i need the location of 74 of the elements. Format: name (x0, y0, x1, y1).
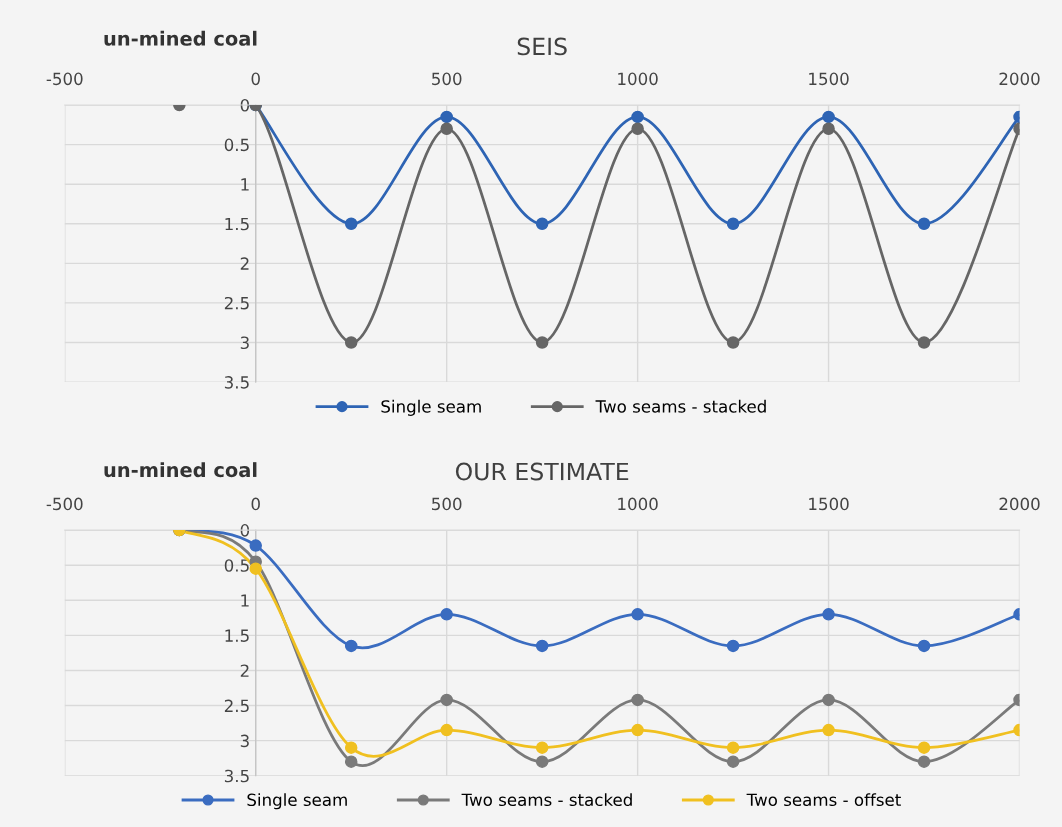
point (440, 608, 453, 621)
point (631, 608, 644, 621)
point (917, 741, 931, 754)
point (822, 723, 835, 737)
point (249, 562, 262, 575)
x-tick-label: 2000 (999, 72, 1040, 86)
point (631, 693, 644, 707)
point (822, 693, 835, 707)
x-tick-label: 1000 (618, 72, 658, 86)
point (344, 639, 358, 653)
point (631, 122, 644, 136)
y-tick-label: 3 (240, 336, 249, 350)
point (535, 217, 549, 231)
legend-label: Two seams - stacked (595, 399, 766, 413)
chart-title: OUR ESTIMATE (455, 462, 629, 481)
y-tick-label: 0.5 (224, 559, 249, 572)
y-tick-label: 1 (241, 594, 249, 607)
point (344, 741, 358, 754)
point (249, 539, 262, 552)
y-tick-label: 0.5 (224, 138, 249, 152)
x-tick-label: 1500 (809, 497, 849, 511)
y-tick-label: 0 (240, 98, 250, 112)
legend-label: Single seam (381, 399, 481, 416)
y-tick-label: 1.5 (225, 217, 249, 231)
x-tick-label: -500 (46, 497, 83, 511)
y-tick-label: 0 (240, 524, 250, 537)
legend-label: Two seams - stacked (461, 793, 632, 807)
point (631, 723, 644, 737)
y-tick-label: 3.5 (224, 376, 249, 389)
point (917, 639, 931, 653)
point (535, 336, 549, 349)
point (726, 336, 740, 349)
y-tick-label: 3 (240, 734, 249, 748)
x-tick-label: 500 (432, 497, 462, 511)
point (726, 741, 740, 754)
point (822, 122, 835, 136)
point (440, 122, 453, 136)
point (726, 755, 740, 768)
point (440, 693, 453, 707)
y-tick-label: 2 (240, 664, 249, 677)
x-tick-label: -500 (46, 72, 83, 86)
text: un-mined coal (104, 30, 257, 46)
y-tick-label: 2.5 (224, 699, 249, 713)
point (726, 217, 740, 231)
y-tick-label: 3.5 (224, 769, 249, 783)
point (631, 110, 644, 124)
legend-label: Two seams - offset (746, 793, 901, 807)
y-tick-label: 2.5 (224, 296, 249, 310)
point (440, 110, 453, 124)
text: un-mined coal (104, 462, 257, 478)
x-tick-label: 500 (432, 72, 462, 86)
legend-label: Single seam (247, 793, 347, 810)
point (344, 336, 358, 349)
x-tick-label: 0 (251, 72, 260, 86)
point (535, 741, 549, 754)
point (535, 639, 549, 653)
y-tick-label: 1.5 (225, 629, 249, 642)
point (822, 608, 835, 621)
point (535, 755, 549, 768)
point (822, 110, 835, 124)
point (917, 336, 931, 349)
point (440, 723, 453, 737)
point (917, 755, 931, 768)
x-tick-label: 1000 (618, 497, 658, 511)
x-tick-label: 2000 (999, 497, 1040, 511)
point (344, 217, 358, 231)
point (344, 755, 358, 768)
chart-title: SEIS (517, 37, 567, 56)
point (917, 217, 931, 231)
x-tick-label: 1500 (809, 72, 849, 86)
y-tick-label: 2 (240, 257, 249, 270)
x-tick-label: 0 (251, 497, 260, 511)
point (726, 639, 740, 653)
y-tick-label: 1 (241, 178, 249, 191)
